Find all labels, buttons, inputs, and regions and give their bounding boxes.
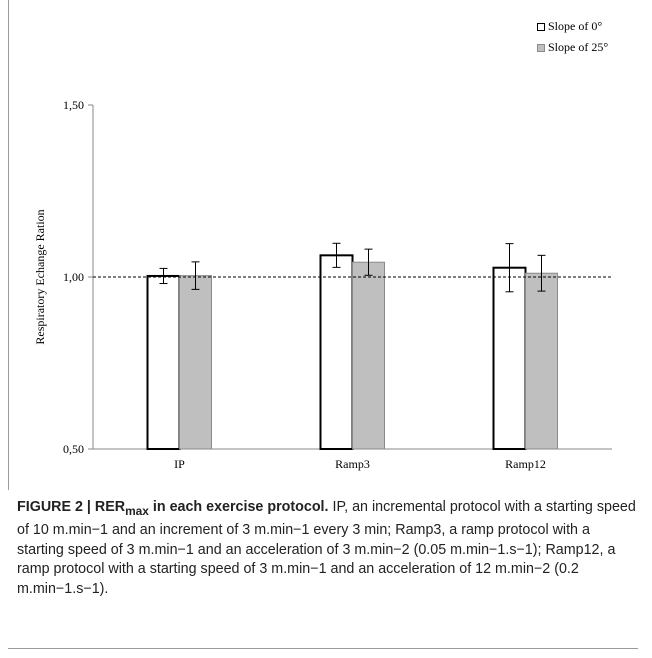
bar-ramp12-series-1 [525,272,558,450]
legend-item-slope-0: Slope of 0° [537,16,608,37]
y-tick-label: 1,50 [63,98,84,112]
legend-swatch-filled [537,43,545,52]
legend-item-slope-25: Slope of 25° [537,37,608,58]
caption-text: IP, an incremental protocol with a start… [17,499,636,597]
legend-swatch-open [537,22,545,31]
figure-frame-left [8,0,9,490]
chart-legend: Slope of 0° Slope of 25° [537,16,608,58]
figure-caption: FIGURE 2 | RERmax in each exercise proto… [17,498,639,599]
x-tick-label: Ramp3 [335,457,370,471]
legend-label-slope-0: Slope of 0° [548,19,603,33]
bar-ramp3-series-0 [319,254,354,450]
y-tick-label: 1,00 [63,270,84,284]
bar-ramp12-series-0 [492,266,527,450]
legend-label-slope-25: Slope of 25° [548,40,609,54]
x-tick-label: Ramp12 [505,457,546,471]
bar-ip-series-1 [179,275,212,450]
y-axis-label: Respiratory Echange Ration [33,209,47,344]
x-tick-label: IP [174,457,185,471]
y-tick-label: 0,50 [63,442,84,456]
rer-bar-chart: 0,50 1,00 1,50 Respiratory Echange Ration IP… [33,98,612,471]
figure-frame-bottom [8,648,638,649]
bar-ip-series-0 [146,274,181,450]
caption-label-subscript: max [125,503,149,518]
caption-label: FIGURE 2 | RERmax in each exercise proto… [17,499,329,518]
bar-ramp3-series-1 [352,261,385,450]
